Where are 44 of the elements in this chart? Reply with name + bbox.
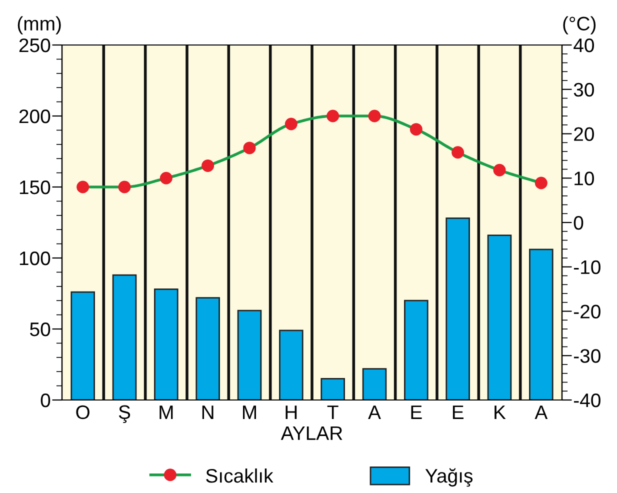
y-tick-label: 250: [19, 38, 50, 52]
x-tick-label: M: [242, 406, 256, 419]
x-tick-label: E: [411, 406, 422, 419]
y-tick-label: 0: [40, 393, 50, 408]
y2-tick-label: -40: [574, 393, 600, 408]
bar: [237, 310, 262, 400]
y2-tick-label: 30: [574, 82, 594, 97]
x-tick-label: A: [368, 406, 381, 419]
bar: [404, 300, 428, 400]
bar: [196, 297, 220, 400]
bar: [154, 288, 178, 400]
x-tick-label: H: [286, 406, 297, 419]
bar: [112, 274, 137, 400]
x-tick-label: Ş: [118, 405, 130, 423]
bar: [70, 291, 95, 400]
y2-tick-label: 0: [574, 216, 584, 230]
y-tick-label: 200: [19, 109, 50, 124]
y-axis-title: (mm): [18, 16, 61, 34]
bar: [320, 378, 345, 400]
y2-tick-label: 10: [574, 172, 594, 186]
x-tick-label: N: [202, 406, 214, 419]
y2-tick-label: -30: [574, 349, 600, 363]
y2-tick-label: -10: [574, 260, 600, 274]
legend-label: Yağış: [425, 468, 473, 487]
bar: [279, 330, 304, 400]
bar: [362, 368, 387, 400]
x-tick-label: O: [76, 405, 90, 420]
bar: [487, 234, 512, 400]
x-tick-label: K: [494, 406, 506, 419]
x-axis-title: AYLAR: [280, 426, 342, 440]
x-tick-label: A: [534, 406, 548, 419]
x-tick-label: T: [327, 406, 338, 419]
x-tick-label: M: [160, 406, 173, 419]
y-tick-label: 50: [30, 322, 50, 336]
bar: [529, 248, 554, 400]
y2-tick-label: -20: [574, 304, 600, 318]
y2-tick-label: 40: [574, 38, 594, 52]
y2-tick-label: 20: [574, 127, 594, 141]
bar: [446, 218, 470, 400]
x-tick-label: E: [452, 406, 464, 419]
legend-label: Sıcaklık: [206, 468, 274, 483]
y-tick-label: 150: [20, 180, 50, 194]
y2-axis-title: (°C): [563, 16, 596, 34]
y-tick-label: 100: [20, 251, 50, 266]
